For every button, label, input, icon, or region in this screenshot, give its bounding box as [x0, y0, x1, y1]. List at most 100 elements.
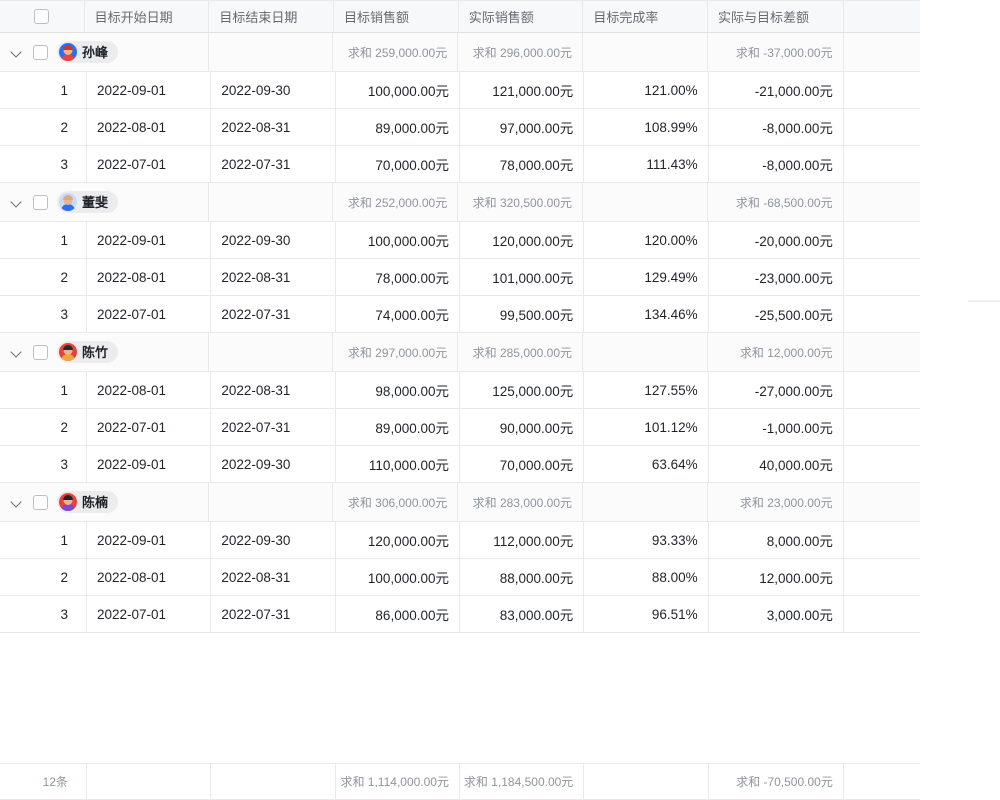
cell-target-sales[interactable]: 100,000.00元: [336, 559, 460, 595]
cell-target-start-date[interactable]: 2022-07-01: [87, 146, 212, 182]
cell-actual-sales[interactable]: 83,000.00元: [460, 596, 585, 632]
group-select-checkbox[interactable]: [33, 194, 48, 210]
cell-target-sales[interactable]: 78,000.00元: [336, 259, 460, 295]
cell-completion-rate[interactable]: 93.33%: [584, 522, 709, 558]
column-header-difference[interactable]: 实际与目标差额: [708, 1, 844, 32]
cell-actual-sales[interactable]: 112,000.00元: [460, 522, 585, 558]
cell-difference[interactable]: 12,000.00元: [709, 559, 844, 595]
cell-completion-rate[interactable]: 127.55%: [584, 372, 709, 408]
cell-target-start-date[interactable]: 2022-08-01: [87, 259, 212, 295]
cell-completion-rate[interactable]: 134.46%: [584, 296, 709, 332]
group-header-cell[interactable]: 董斐: [0, 183, 209, 221]
cell-difference[interactable]: -20,000.00元: [709, 222, 844, 258]
chevron-down-icon[interactable]: [10, 195, 24, 209]
table-row[interactable]: 1 2022-09-01 2022-09-30 120,000.00元 112,…: [0, 522, 920, 559]
cell-completion-rate[interactable]: 121.00%: [584, 72, 709, 108]
group-select-checkbox[interactable]: [33, 344, 48, 360]
cell-difference[interactable]: 8,000.00元: [709, 522, 844, 558]
table-row[interactable]: 2 2022-08-01 2022-08-31 89,000.00元 97,00…: [0, 109, 920, 146]
cell-target-end-date[interactable]: 2022-07-31: [211, 146, 336, 182]
chevron-down-icon[interactable]: [10, 345, 24, 359]
cell-target-sales[interactable]: 89,000.00元: [336, 109, 460, 145]
cell-completion-rate[interactable]: 108.99%: [584, 109, 709, 145]
group-row[interactable]: 陈楠 求和 306,000.00元 求和 283,000.00元 求和 23,0…: [0, 483, 920, 522]
cell-difference[interactable]: -8,000.00元: [709, 109, 844, 145]
cell-target-end-date[interactable]: 2022-09-30: [211, 222, 336, 258]
group-row[interactable]: 孙峰 求和 259,000.00元 求和 296,000.00元 求和 -37,…: [0, 33, 920, 72]
cell-target-start-date[interactable]: 2022-07-01: [87, 596, 212, 632]
cell-target-end-date[interactable]: 2022-07-31: [211, 296, 336, 332]
cell-target-start-date[interactable]: 2022-07-01: [87, 409, 212, 445]
column-header-target-sales[interactable]: 目标销售额: [334, 1, 459, 32]
cell-difference[interactable]: 3,000.00元: [709, 596, 844, 632]
cell-difference[interactable]: -21,000.00元: [709, 72, 844, 108]
table-row[interactable]: 3 2022-07-01 2022-07-31 86,000.00元 83,00…: [0, 596, 920, 633]
cell-target-end-date[interactable]: 2022-09-30: [211, 446, 336, 482]
cell-target-sales[interactable]: 74,000.00元: [336, 296, 460, 332]
cell-target-end-date[interactable]: 2022-08-31: [211, 259, 336, 295]
cell-actual-sales[interactable]: 121,000.00元: [460, 72, 585, 108]
group-row[interactable]: 董斐 求和 252,000.00元 求和 320,500.00元 求和 -68,…: [0, 183, 920, 222]
cell-difference[interactable]: -23,000.00元: [709, 259, 844, 295]
cell-target-sales[interactable]: 120,000.00元: [336, 522, 460, 558]
cell-completion-rate[interactable]: 120.00%: [584, 222, 709, 258]
table-row[interactable]: 1 2022-09-01 2022-09-30 100,000.00元 121,…: [0, 72, 920, 109]
cell-actual-sales[interactable]: 97,000.00元: [460, 109, 585, 145]
group-select-checkbox[interactable]: [33, 44, 48, 60]
table-row[interactable]: 2 2022-07-01 2022-07-31 89,000.00元 90,00…: [0, 409, 920, 446]
group-header-cell[interactable]: 陈竹: [0, 333, 209, 371]
cell-target-start-date[interactable]: 2022-08-01: [87, 109, 212, 145]
table-row[interactable]: 1 2022-09-01 2022-09-30 100,000.00元 120,…: [0, 222, 920, 259]
cell-difference[interactable]: -8,000.00元: [709, 146, 844, 182]
header-select-all-cell[interactable]: [0, 1, 85, 32]
column-header-completion-rate[interactable]: 目标完成率: [583, 1, 709, 32]
cell-target-sales[interactable]: 100,000.00元: [336, 72, 460, 108]
cell-target-sales[interactable]: 110,000.00元: [336, 446, 460, 482]
cell-completion-rate[interactable]: 101.12%: [584, 409, 709, 445]
column-header-target-end-date[interactable]: 目标结束日期: [209, 1, 335, 32]
cell-actual-sales[interactable]: 90,000.00元: [460, 409, 585, 445]
cell-actual-sales[interactable]: 88,000.00元: [460, 559, 585, 595]
cell-actual-sales[interactable]: 70,000.00元: [460, 446, 585, 482]
cell-completion-rate[interactable]: 63.64%: [584, 446, 709, 482]
cell-actual-sales[interactable]: 120,000.00元: [460, 222, 585, 258]
cell-difference[interactable]: -27,000.00元: [709, 372, 844, 408]
group-row[interactable]: 陈竹 求和 297,000.00元 求和 285,000.00元 求和 12,0…: [0, 333, 920, 372]
table-row[interactable]: 3 2022-07-01 2022-07-31 70,000.00元 78,00…: [0, 146, 920, 183]
cell-completion-rate[interactable]: 129.49%: [584, 259, 709, 295]
table-row[interactable]: 2 2022-08-01 2022-08-31 78,000.00元 101,0…: [0, 259, 920, 296]
table-row[interactable]: 2 2022-08-01 2022-08-31 100,000.00元 88,0…: [0, 559, 920, 596]
cell-completion-rate[interactable]: 96.51%: [584, 596, 709, 632]
cell-target-end-date[interactable]: 2022-09-30: [211, 522, 336, 558]
cell-target-end-date[interactable]: 2022-07-31: [211, 409, 336, 445]
cell-difference[interactable]: -1,000.00元: [709, 409, 844, 445]
cell-actual-sales[interactable]: 101,000.00元: [460, 259, 585, 295]
cell-target-start-date[interactable]: 2022-07-01: [87, 296, 212, 332]
cell-target-start-date[interactable]: 2022-09-01: [87, 522, 212, 558]
select-all-checkbox[interactable]: [34, 9, 50, 24]
cell-target-start-date[interactable]: 2022-09-01: [87, 222, 212, 258]
cell-completion-rate[interactable]: 88.00%: [584, 559, 709, 595]
cell-actual-sales[interactable]: 78,000.00元: [460, 146, 585, 182]
cell-target-start-date[interactable]: 2022-08-01: [87, 559, 212, 595]
cell-target-end-date[interactable]: 2022-07-31: [211, 596, 336, 632]
table-row[interactable]: 3 2022-09-01 2022-09-30 110,000.00元 70,0…: [0, 446, 920, 483]
cell-target-sales[interactable]: 98,000.00元: [336, 372, 460, 408]
cell-target-end-date[interactable]: 2022-08-31: [211, 109, 336, 145]
cell-difference[interactable]: 40,000.00元: [709, 446, 844, 482]
cell-target-sales[interactable]: 89,000.00元: [336, 409, 460, 445]
cell-target-end-date[interactable]: 2022-09-30: [211, 72, 336, 108]
group-header-cell[interactable]: 孙峰: [0, 33, 209, 71]
cell-target-sales[interactable]: 70,000.00元: [336, 146, 460, 182]
column-header-target-start-date[interactable]: 目标开始日期: [85, 1, 210, 32]
group-header-cell[interactable]: 陈楠: [0, 483, 209, 521]
column-header-actual-sales[interactable]: 实际销售额: [459, 1, 584, 32]
cell-actual-sales[interactable]: 125,000.00元: [460, 372, 585, 408]
cell-completion-rate[interactable]: 111.43%: [584, 146, 709, 182]
cell-target-start-date[interactable]: 2022-09-01: [87, 72, 212, 108]
chevron-down-icon[interactable]: [10, 45, 24, 59]
cell-target-start-date[interactable]: 2022-09-01: [87, 446, 212, 482]
table-row[interactable]: 1 2022-08-01 2022-08-31 98,000.00元 125,0…: [0, 372, 920, 409]
group-select-checkbox[interactable]: [33, 494, 48, 510]
cell-target-end-date[interactable]: 2022-08-31: [211, 559, 336, 595]
